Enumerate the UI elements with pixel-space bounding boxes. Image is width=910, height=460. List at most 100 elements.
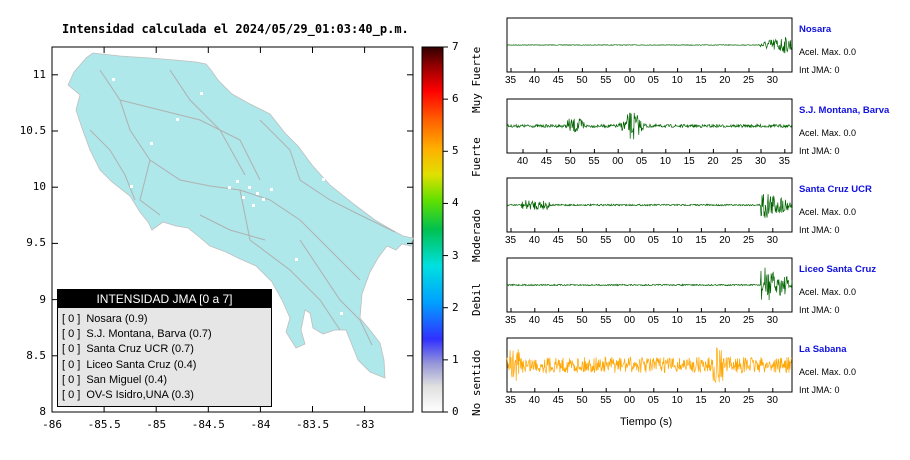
legend-item-station: Nosara (0.9)	[86, 313, 148, 325]
station-acel-max: Acel. Max. 0.0	[799, 128, 857, 138]
trace-tick-label: 05	[647, 75, 659, 86]
colorbar-tick-label: 3	[452, 248, 459, 262]
trace-panel	[506, 337, 793, 393]
lon-tick-label: -85	[146, 418, 167, 431]
seismogram-panels	[506, 17, 793, 393]
colorbar-category-label: No sentido	[470, 349, 483, 416]
trace-tick-label: 40	[528, 395, 540, 406]
trace-tick-label: 45	[552, 395, 564, 406]
lat-tick-label: 10	[32, 180, 47, 194]
legend-item-jma: [ 0 ]	[62, 389, 81, 402]
trace-panel	[506, 177, 793, 233]
trace-tick-label: 55	[600, 75, 612, 86]
station-name: La Sabana	[799, 344, 847, 355]
waveform	[506, 347, 793, 383]
trace-tick-label: 35	[505, 75, 517, 86]
trace-tick-label: 15	[695, 315, 707, 326]
trace-tick-label: 05	[647, 315, 659, 326]
trace-tick-label: 30	[766, 75, 778, 86]
station-acel-max: Acel. Max. 0.0	[799, 207, 857, 217]
trace-tick-label: 50	[576, 75, 588, 86]
road-network	[89, 69, 396, 346]
trace-tick-label: 15	[695, 235, 707, 246]
legend-item: [ 0 ] Santa Cruz UCR (0.7)	[62, 342, 271, 357]
legend-item-station: San Miguel (0.4)	[86, 373, 168, 386]
station-name: Santa Cruz UCR	[799, 184, 872, 195]
legend-item-jma: [ 0 ]	[62, 358, 81, 371]
colorbar-tick-label: 6	[452, 92, 459, 106]
trace-tick-label: 45	[552, 75, 564, 86]
trace-tick-label: 00	[612, 156, 624, 167]
trace-tick-label: 30	[755, 156, 767, 167]
legend-item-station: Santa Cruz UCR (0.7)	[86, 343, 194, 356]
lat-tick-label: 9.5	[26, 236, 47, 250]
trace-tick-label: 45	[540, 156, 552, 167]
trace-panel	[506, 257, 793, 313]
trace-tick-label: 30	[766, 395, 778, 406]
trace-tick-label: 10	[671, 395, 683, 406]
lat-tick-label: 11	[32, 67, 47, 81]
trace-tick-label: 55	[588, 156, 600, 167]
station-name: S.J. Montana, Barva	[799, 105, 890, 116]
trace-tick-label: 55	[600, 235, 612, 246]
lon-tick-label: -83.5	[296, 418, 330, 431]
trace-tick-label: 05	[636, 156, 648, 167]
trace-tick-label: 05	[647, 235, 659, 246]
legend-item-station: S.J. Montana, Barva (0.7)	[86, 328, 212, 341]
trace-tick-label: 20	[719, 235, 731, 246]
waveform	[506, 267, 793, 301]
colorbar-tick-marks	[443, 46, 448, 413]
waveform	[506, 194, 793, 219]
intensity-legend: INTENSIDAD JMA [0 a 7] [ 0 ] Nosara (0.9)…	[57, 289, 272, 407]
trace-tick-label: 25	[743, 235, 755, 246]
trace-tick-label: 00	[624, 315, 636, 326]
station-int-jma: Int JMA: 0	[799, 385, 840, 395]
trace-tick-label: 15	[695, 75, 707, 86]
trace-tick-label: 35	[505, 395, 517, 406]
station-name: Nosara	[799, 24, 832, 35]
colorbar-tick-label: 4	[452, 196, 459, 210]
trace-tick-label: 35	[505, 235, 517, 246]
legend-item: [ 0 ] S.J. Montana, Barva (0.7)	[62, 327, 271, 342]
trace-tick-label: 20	[719, 395, 731, 406]
trace-tick-label: 10	[671, 235, 683, 246]
trace-tick-label: 45	[552, 315, 564, 326]
trace-tick-label: 45	[552, 235, 564, 246]
trace-tick-label: 20	[707, 156, 719, 167]
trace-tick-label: 50	[564, 156, 576, 167]
trace-tick-label: 30	[766, 315, 778, 326]
legend-item-jma: [ 0 ]	[62, 343, 81, 356]
trace-tick-label: 55	[600, 395, 612, 406]
legend-list: [ 0 ] Nosara (0.9) [ 0 ] S.J. Montana, Barv…	[62, 312, 271, 403]
trace-tick-label: 10	[659, 156, 671, 167]
trace-tick-label: 05	[647, 395, 659, 406]
legend-item-station: Liceo Santa Cruz (0.4)	[86, 358, 197, 371]
trace-tick-label: 10	[671, 75, 683, 86]
trace-tick-label: 30	[766, 235, 778, 246]
station-int-jma: Int JMA: 0	[799, 65, 840, 75]
lat-tick-label: 9	[39, 292, 47, 306]
colorbar-tick-label: 2	[452, 300, 459, 314]
colorbar-category-label: Muy Fuerte	[470, 46, 483, 113]
station-acel-max: Acel. Max. 0.0	[799, 287, 857, 297]
trace-tick-label: 35	[778, 156, 790, 167]
station-name: Liceo Santa Cruz	[799, 264, 877, 275]
station-int-jma: Int JMA: 0	[799, 305, 840, 315]
trace-tick-label: 25	[743, 315, 755, 326]
lon-tick-label: -83	[354, 418, 375, 431]
colorbar-tick-label: 5	[452, 144, 459, 158]
legend-item-jma: [ 0 ]	[62, 328, 81, 341]
colorbar-category-label: Debil	[470, 282, 483, 316]
lat-tick-label: 8.5	[26, 348, 47, 362]
lat-tick-label: 10.5	[19, 124, 47, 137]
trace-tick-label: 25	[731, 156, 743, 167]
map-title: Intensidad calculada el 2024/05/29_01:03…	[62, 22, 409, 36]
legend-item-jma: [ 0 ]	[62, 313, 81, 325]
trace-tick-label: 15	[695, 395, 707, 406]
colorbar-tick-label: 7	[452, 40, 459, 53]
trace-panel	[506, 17, 793, 73]
lon-tick-label: -86	[42, 418, 62, 431]
legend-item: [ 0 ] OV-S Isidro,UNA (0.3)	[62, 388, 271, 403]
trace-tick-label: 25	[743, 395, 755, 406]
lat-tick-label: 8	[39, 405, 47, 418]
